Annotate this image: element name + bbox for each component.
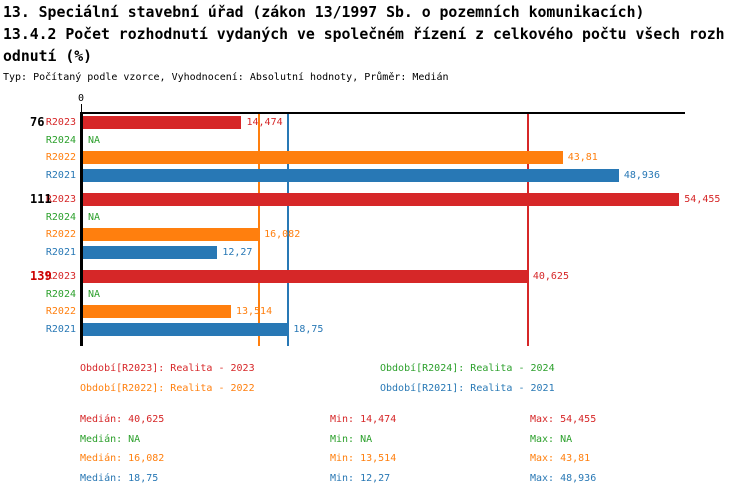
bar-na-label: NA	[88, 288, 101, 300]
stat-median-r2021: Medián: 18,75	[80, 472, 159, 484]
bar-na-label: NA	[88, 211, 101, 223]
series-label-r2024: R2024	[45, 134, 76, 146]
stat-min-r2022: Min: 13,514	[330, 453, 397, 464]
legend-item-r2024: Období[R2024]: Realita - 2024	[380, 362, 555, 374]
bar-value-label: 48,936	[623, 169, 660, 181]
x-axis-line	[80, 112, 685, 114]
bar-r2023	[83, 115, 242, 129]
median-line-r2021	[287, 112, 290, 346]
x-axis-zero-label: 0	[77, 93, 85, 104]
bar-value-label: 16,082	[264, 229, 301, 241]
chart-header: 13. Speciální stavební úřad (zákon 13/19…	[3, 2, 748, 84]
stat-min-r2021: Min: 12,27	[330, 472, 391, 484]
bar-r2021	[83, 168, 619, 182]
bar-r2023	[83, 192, 680, 206]
median-line-r2023	[526, 112, 529, 346]
series-label-r2024: R2024	[45, 288, 76, 300]
y-axis-line	[80, 112, 83, 346]
series-label-r2023: R2023	[45, 271, 76, 282]
legend-item-r2022: Období[R2022]: Realita - 2022	[80, 382, 255, 394]
series-label-r2023: R2023	[45, 116, 76, 128]
series-label-r2023: R2023	[45, 193, 76, 205]
stat-max-r2023: Max: 54,455	[530, 414, 597, 425]
stat-max-r2024: Max: NA	[530, 433, 573, 445]
bar-value-label: 40,625	[532, 271, 569, 282]
bar-r2021	[83, 246, 218, 259]
series-label-r2021: R2021	[45, 247, 76, 258]
bar-value-label: 14,474	[246, 116, 283, 128]
bar-r2022	[83, 151, 563, 165]
stat-min-r2024: Min: NA	[330, 433, 373, 445]
legend-item-r2023: Období[R2023]: Realita - 2023	[80, 362, 255, 374]
stat-median-r2022: Medián: 16,082	[80, 453, 165, 464]
stat-median-r2024: Medián: NA	[80, 433, 141, 445]
stat-min-r2023: Min: 14,474	[330, 414, 397, 425]
series-label-r2022: R2022	[45, 306, 76, 318]
series-label-r2021: R2021	[45, 324, 76, 336]
stat-max-r2021: Max: 48,936	[530, 472, 597, 484]
bar-value-label: 18,75	[293, 324, 324, 336]
group-label-111: 111	[30, 191, 52, 206]
group-label-139: 139	[30, 269, 52, 283]
series-label-r2021: R2021	[45, 169, 76, 181]
bar-value-label: 13,514	[235, 306, 273, 318]
median-line-r2022	[258, 112, 261, 346]
stat-max-r2022: Max: 43,81	[530, 453, 591, 464]
bar-value-label: 43,81	[567, 152, 598, 164]
series-label-r2022: R2022	[45, 152, 76, 164]
legend-item-r2021: Období[R2021]: Realita - 2021	[380, 382, 555, 394]
series-label-r2022: R2022	[45, 229, 76, 241]
bar-r2022	[83, 305, 231, 319]
bar-value-label: 12,27	[222, 247, 253, 258]
bar-r2021	[83, 323, 289, 337]
group-label-76: 76	[30, 114, 45, 129]
chart-title-line1: 13. Speciální stavební úřad (zákon 13/19…	[3, 4, 645, 21]
chart-title-line3: odnutí (%)	[3, 48, 93, 65]
bar-r2022	[83, 228, 260, 242]
chart-title-line2: 13.4.2 Počet rozhodnutí vydaných ve spol…	[3, 26, 725, 43]
x-axis-zero-tick	[81, 104, 82, 112]
stat-median-r2023: Medián: 40,625	[80, 414, 165, 425]
bar-na-label: NA	[88, 134, 101, 146]
bar-value-label: 54,455	[684, 193, 721, 205]
series-label-r2024: R2024	[45, 211, 76, 223]
bar-r2023	[83, 270, 528, 283]
chart-meta: Typ: Počítaný podle vzorce, Vyhodnocení:…	[3, 72, 449, 83]
